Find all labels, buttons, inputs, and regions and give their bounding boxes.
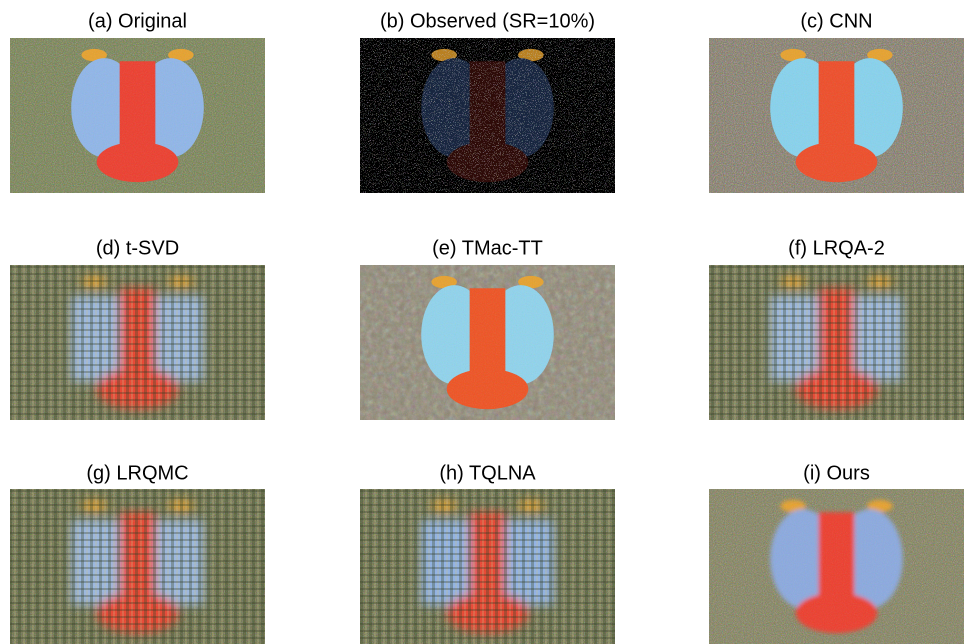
panel-title: (d) t-SVD (96, 237, 179, 259)
panel-title: (i) Ours (803, 462, 870, 484)
panel-title: (e) TMac-TT (432, 237, 543, 259)
texture (360, 265, 615, 420)
panel-image (10, 38, 265, 193)
panel-title: (a) Original (88, 10, 187, 32)
texture (10, 38, 265, 193)
panel-image (10, 489, 265, 644)
panel-image (360, 489, 615, 644)
panel-image (709, 265, 964, 420)
panel-image (10, 265, 265, 420)
artifact-stripes (360, 489, 615, 644)
artifact-stripes (10, 265, 265, 420)
panel-title: (g) LRQMC (86, 462, 188, 484)
texture (709, 489, 964, 644)
sample-dots (360, 38, 615, 193)
panel-title: (b) Observed (SR=10%) (380, 10, 595, 32)
page: (a) Original (b) Observed (SR=10%) (c) CNN… (0, 0, 966, 644)
artifact-stripes (10, 489, 265, 644)
panel-title: (f) LRQA-2 (788, 237, 885, 259)
texture (709, 38, 964, 193)
artifact-stripes (709, 265, 964, 420)
panel-image (360, 265, 615, 420)
panel-title: (c) CNN (800, 10, 872, 32)
panel-image (360, 38, 615, 193)
figure: (a) Original (b) Observed (SR=10%) (c) CNN… (0, 0, 966, 644)
panel-image (709, 38, 964, 193)
panel-title: (h) TQLNA (439, 462, 536, 484)
panel-image (709, 489, 964, 644)
